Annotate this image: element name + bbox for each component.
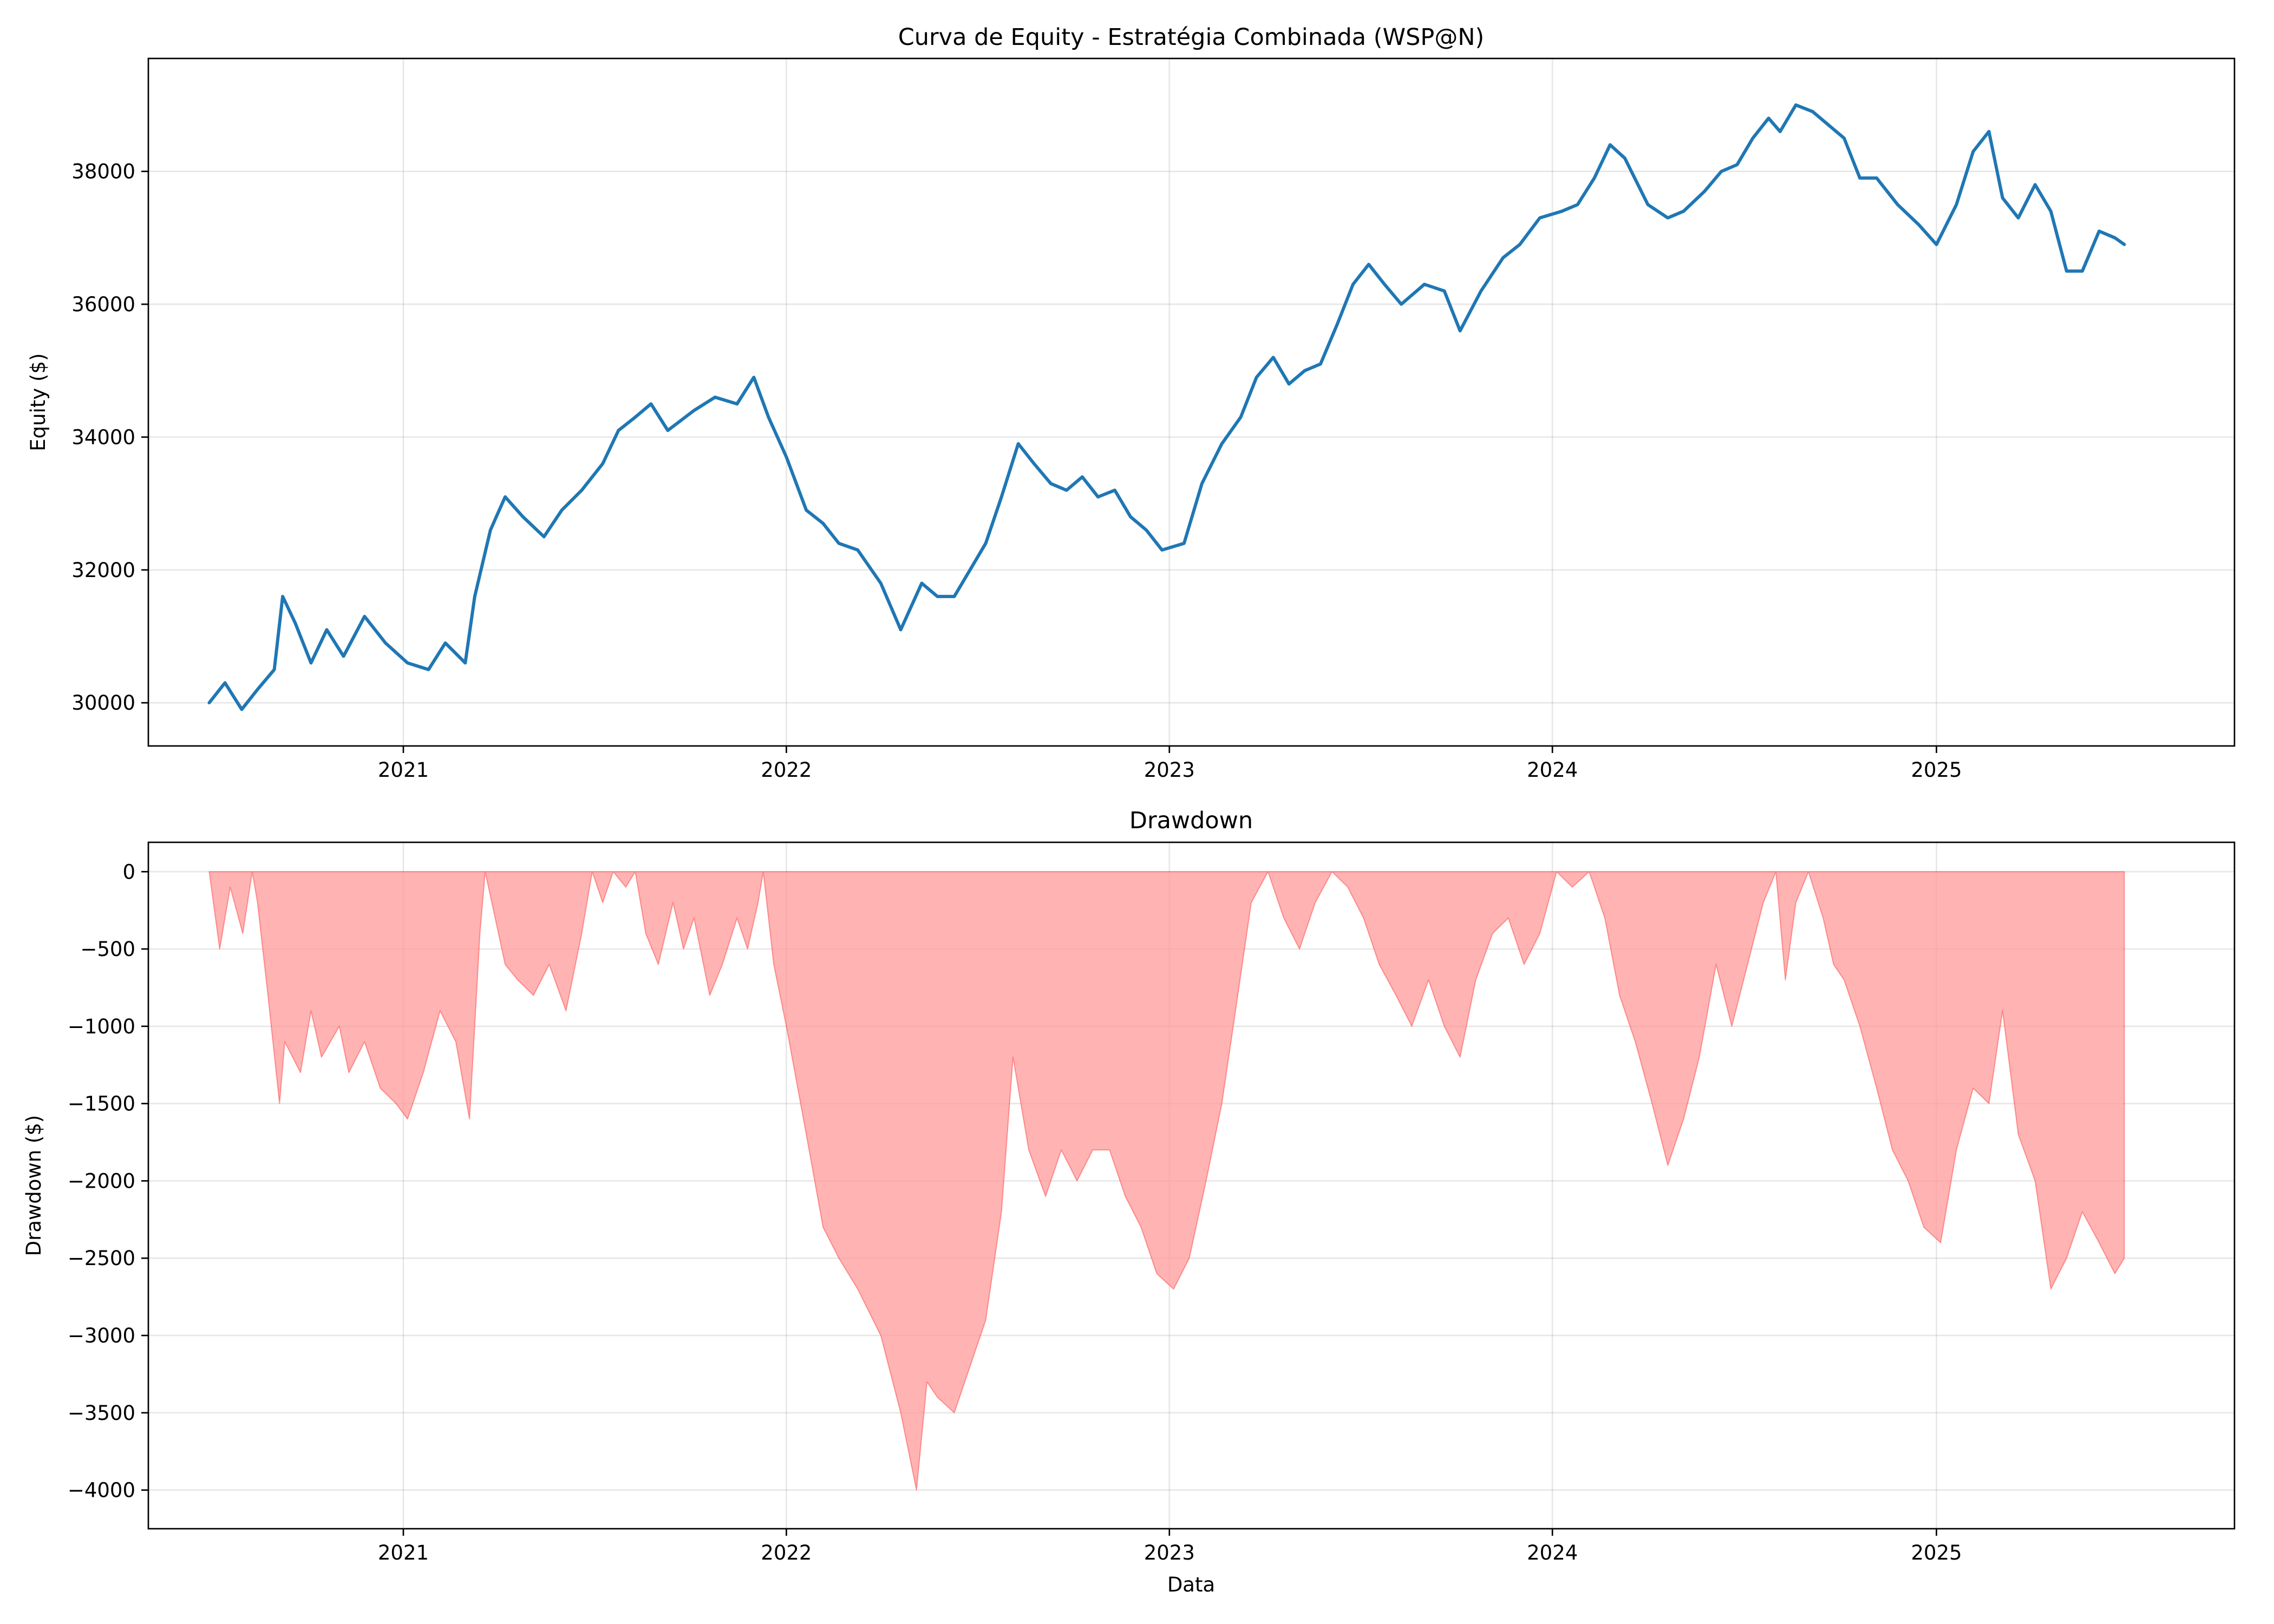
equity-line [207,103,2126,711]
drawdown-y-axis-label: Drawdown ($) [22,1115,45,1256]
drawdown-y-tick-label: −3000 [68,1324,135,1347]
drawdown-y-tick-label: −2500 [68,1247,135,1270]
drawdown-y-tick-label: −3500 [68,1402,135,1425]
drawdown-x-tick-label: 2024 [1527,1541,1578,1564]
drawdown-x-tick-label: 2022 [761,1541,812,1564]
equity-plot-frame [147,57,2236,747]
equity-y-tick-label: 30000 [71,691,135,715]
equity-x-tick-label: 2022 [761,758,812,782]
drawdown-area [208,871,2125,1491]
drawdown-x-tick-label: 2021 [378,1541,429,1564]
equity-y-tick-label: 36000 [71,293,135,316]
equity-x-tick-label: 2023 [1144,758,1195,782]
drawdown-x-tick-label: 2025 [1911,1541,1962,1564]
equity-panel: 2021 2022 2023 2024 2025 30000 32000 34000 36000… [27,24,2236,782]
drawdown-y-tick-label: −1500 [68,1092,135,1116]
equity-y-tick-label: 34000 [71,425,135,449]
equity-y-tick-label: 32000 [71,559,135,582]
equity-x-tick-label: 2024 [1527,758,1578,782]
equity-chart-title: Curva de Equity - Estratégia Combinada (… [898,24,1485,51]
drawdown-y-tick-label: −2000 [68,1169,135,1193]
equity-y-axis-label: Equity ($) [27,353,50,451]
drawdown-plot-frame [147,841,2236,1530]
drawdown-y-tick-label: −1000 [68,1015,135,1038]
drawdown-y-tick-label: −4000 [68,1479,135,1502]
drawdown-x-tick-label: 2023 [1144,1541,1195,1564]
drawdown-chart-title: Drawdown [1129,807,1253,834]
drawdown-panel: 2021 2022 2023 2024 2025 0 −500 −1000 −1500 −2000… [22,807,2236,1596]
drawdown-y-tick-label: −500 [80,938,135,961]
drawdown-x-axis-label: Data [1167,1573,1215,1596]
equity-x-tick-label: 2025 [1911,758,1962,782]
equity-x-tick-label: 2021 [378,758,429,782]
drawdown-y-tick-label: 0 [122,860,135,883]
equity-y-tick-label: 38000 [71,160,135,184]
